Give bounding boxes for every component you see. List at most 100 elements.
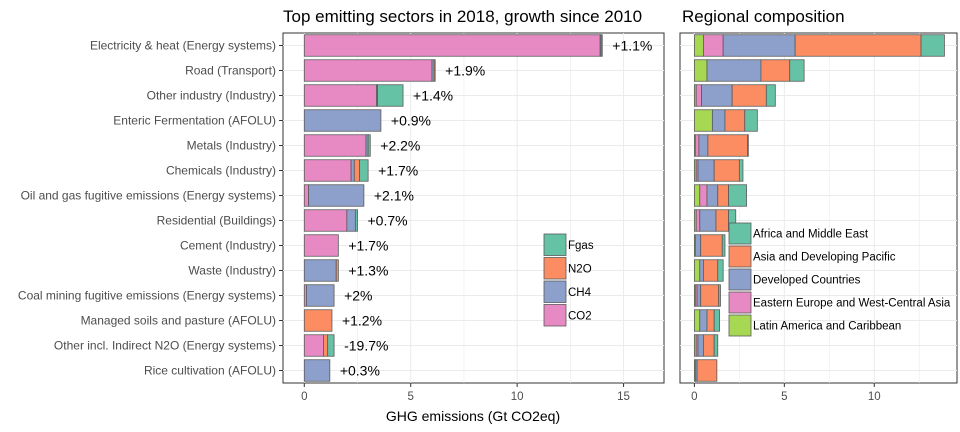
- left-bar-ch4: [306, 284, 335, 307]
- left-bar-n2o: [335, 259, 339, 282]
- right-bar-developed-countries: [711, 109, 726, 132]
- left-bar-co2: [303, 184, 309, 207]
- left-bar-n2o: [600, 34, 603, 57]
- right-bar-asia-and-developing-pacific: [702, 259, 719, 282]
- right-bar-africa-and-middle-east: [765, 84, 776, 107]
- category-label: Waste (Industry): [188, 264, 276, 278]
- left-tick-label: 0: [301, 391, 307, 403]
- growth-label: +1.4%: [413, 88, 453, 104]
- right-bar-asia-and-developing-pacific: [717, 184, 729, 207]
- legend-key-co2: [543, 304, 567, 327]
- right-bar-africa-and-middle-east: [744, 109, 758, 132]
- left-bar-n2o: [353, 159, 361, 182]
- right-bar-africa-and-middle-east: [728, 184, 747, 207]
- right-bar-developed-countries: [722, 34, 796, 57]
- right-bar-asia-and-developing-pacific: [696, 359, 718, 382]
- left-bar-fgas: [367, 134, 371, 157]
- left-bar-co2: [303, 59, 433, 82]
- right-bar-latin-america-and-caribbean: [693, 309, 701, 332]
- right-bar-africa-and-middle-east: [920, 34, 945, 57]
- right-bar-developed-countries: [696, 284, 702, 307]
- legend-label: N2O: [568, 263, 592, 275]
- left-bar-ch4: [303, 359, 331, 382]
- category-label: Enteric Fermentation (AFOLU): [113, 114, 276, 128]
- growth-label: +1.7%: [378, 163, 418, 179]
- right-bar-asia-and-developing-pacific: [706, 309, 715, 332]
- left-bar-co2: [303, 159, 352, 182]
- category-label: Metals (Industry): [187, 139, 276, 153]
- legend-key-developed-countries: [728, 268, 752, 291]
- legend-key-asia-and-developing-pacific: [728, 245, 752, 268]
- right-bar-developed-countries: [706, 184, 719, 207]
- right-panel: Regional composition 0 5 10 Africa and Mid…: [679, 7, 958, 403]
- category-label: Residential (Buildings): [157, 214, 276, 228]
- category-label: Cement (Industry): [180, 239, 276, 253]
- left-bar-ch4: [303, 109, 382, 132]
- right-bar-latin-america-and-caribbean: [693, 34, 704, 57]
- legend-label: Eastern Europe and West-Central Asia: [753, 298, 951, 310]
- right-bar-latin-america-and-caribbean: [693, 184, 701, 207]
- right-bar-asia-and-developing-pacific: [731, 84, 767, 107]
- right-bar-latin-america-and-caribbean: [693, 109, 713, 132]
- right-bar-asia-and-developing-pacific: [702, 334, 715, 357]
- right-bar-asia-and-developing-pacific: [700, 284, 720, 307]
- growth-label: +0.3%: [340, 363, 380, 379]
- right-bar-africa-and-middle-east: [721, 234, 726, 257]
- right-bar-africa-and-middle-east: [713, 309, 720, 332]
- left-bar-ch4: [308, 184, 365, 207]
- right-bars: [693, 34, 945, 382]
- legend-label: CH4: [568, 287, 592, 299]
- right-bar-developed-countries: [706, 59, 762, 82]
- right-bar-eastern-europe-and-west-central-asia: [695, 209, 701, 232]
- category-label: Oil and gas fugitive emissions (Energy s…: [21, 189, 276, 203]
- growth-label: +1.9%: [445, 63, 485, 79]
- growth-label: +1.1%: [612, 38, 652, 54]
- left-bar-fgas: [377, 84, 404, 107]
- right-bar-asia-and-developing-pacific: [794, 34, 922, 57]
- right-bar-africa-and-middle-east: [713, 334, 719, 357]
- legend-label: CO2: [568, 310, 592, 322]
- left-bar-co2: [303, 84, 378, 107]
- legend-label: Latin America and Caribbean: [753, 321, 901, 333]
- left-bar-ch4: [303, 259, 337, 282]
- right-bar-africa-and-middle-east: [717, 259, 724, 282]
- right-bar-asia-and-developing-pacific: [760, 59, 791, 82]
- right-bar-developed-countries: [699, 309, 708, 332]
- left-title: Top emitting sectors in 2018, growth sin…: [283, 7, 642, 26]
- gas-legend: Fgas N2O CH4 CO2: [543, 233, 594, 327]
- growth-label: +2.1%: [374, 188, 414, 204]
- right-bar-africa-and-middle-east: [718, 284, 721, 307]
- growth-label: +0.9%: [391, 113, 431, 129]
- right-tick-label: 10: [868, 391, 881, 403]
- category-label: Coal mining fugitive emissions (Energy s…: [18, 289, 276, 303]
- left-bar-co2: [303, 34, 601, 57]
- legend-key-latin-america-and-caribbean: [728, 314, 752, 337]
- right-bar-developed-countries: [699, 209, 717, 232]
- growth-label: +2.2%: [380, 138, 420, 154]
- right-x-ticks: 0 5 10: [691, 383, 881, 403]
- growth-label: +0.7%: [367, 213, 407, 229]
- left-bar-co2: [303, 334, 324, 357]
- right-bar-africa-and-middle-east: [789, 59, 805, 82]
- right-bar-developed-countries: [697, 334, 704, 357]
- right-bar-asia-and-developing-pacific: [715, 209, 729, 232]
- left-bar-co2: [303, 134, 367, 157]
- right-bar-eastern-europe-and-west-central-asia: [694, 134, 700, 157]
- left-bar-ch4: [346, 209, 356, 232]
- category-label: Managed soils and pasture (AFOLU): [81, 314, 276, 328]
- legend-label: Asia and Developing Pacific: [753, 252, 896, 264]
- growth-label: -19.7%: [344, 338, 388, 354]
- legend-label: Developed Countries: [753, 275, 861, 287]
- left-category-labels: Electricity & heat (Energy systems) Road …: [18, 39, 283, 378]
- growth-label: +1.2%: [342, 313, 382, 329]
- right-bar-developed-countries: [701, 84, 733, 107]
- legend-key-africa-and-middle-east: [728, 222, 752, 245]
- right-title: Regional composition: [682, 7, 845, 26]
- legend-key-fgas: [543, 233, 567, 256]
- left-bar-fgas: [354, 209, 358, 232]
- left-bar-fgas: [327, 334, 335, 357]
- legend-key-n2o: [543, 257, 567, 280]
- right-bar-asia-and-developing-pacific: [700, 234, 723, 257]
- category-label: Rice cultivation (AFOLU): [144, 364, 276, 378]
